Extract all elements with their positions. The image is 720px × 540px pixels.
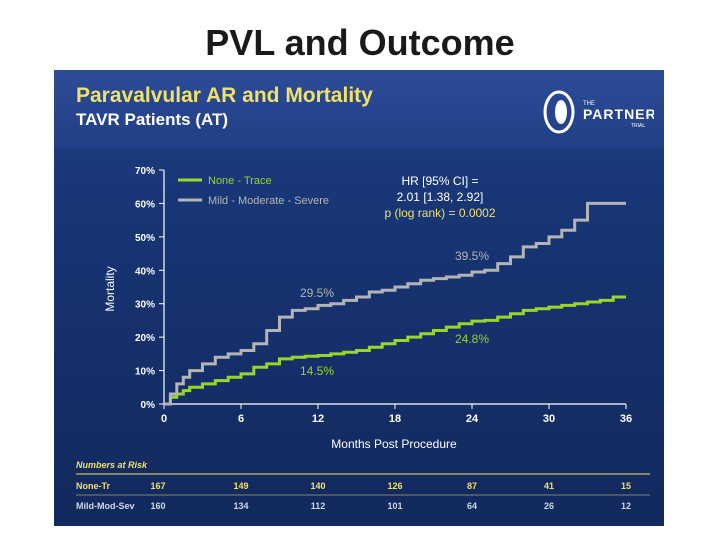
- logo-trial: TRIAL: [631, 123, 645, 129]
- x-tick-label: 12: [312, 413, 324, 425]
- risk-cell: 167: [150, 481, 165, 491]
- risk-cell: 149: [233, 481, 248, 491]
- x-tick-label: 0: [161, 413, 167, 425]
- risk-heading: Numbers at Risk: [76, 460, 148, 470]
- p-value: p (log rank) = 0.0002: [384, 206, 495, 220]
- series-line-mild-mod-sev: [164, 201, 626, 406]
- hr-value: 2.01 [1.38, 2.92]: [397, 190, 484, 204]
- x-tick-label: 36: [620, 413, 632, 425]
- x-axis-label: Months Post Procedure: [331, 437, 457, 451]
- y-tick-label: 30%: [135, 300, 155, 311]
- chart-panel: Paravalvular AR and Mortality TAVR Patie…: [54, 70, 664, 526]
- y-tick-label: 20%: [135, 333, 155, 344]
- green-24mo-label: 24.8%: [455, 332, 489, 346]
- risk-row-label: None-Tr: [76, 481, 110, 491]
- y-axis-label: Mortality: [103, 266, 117, 311]
- numbers-at-risk-table: Numbers at Risk None-Tr 167 149 140 126 87 41 1…: [76, 460, 650, 511]
- logo-name: PARTNER: [583, 106, 654, 122]
- partner-trial-logo: THE PARTNER TRIAL: [543, 90, 654, 134]
- risk-cell: 64: [467, 501, 477, 511]
- risk-cell: 140: [310, 481, 325, 491]
- y-tick-label: 0%: [141, 400, 156, 411]
- logo-ring-icon: [543, 90, 575, 134]
- chart-subtitle: TAVR Patients (AT): [76, 110, 229, 129]
- risk-cell: 126: [387, 481, 402, 491]
- y-tick-label: 70%: [135, 166, 155, 177]
- x-tick-label: 6: [238, 413, 244, 425]
- risk-cell: 101: [387, 501, 402, 511]
- x-tick-label: 30: [543, 413, 555, 425]
- slide-title: PVL and Outcome: [205, 22, 515, 63]
- risk-cell: 87: [467, 481, 477, 491]
- gray-24mo-label: 39.5%: [455, 249, 489, 263]
- gray-12mo-label: 29.5%: [300, 286, 334, 300]
- hr-label: HR [95% CI] =: [401, 174, 478, 188]
- chart-title: Paravalvular AR and Mortality: [76, 84, 373, 107]
- x-tick-label: 18: [389, 413, 401, 425]
- y-tick-label: 40%: [135, 266, 155, 277]
- risk-cell: 160: [150, 501, 165, 511]
- risk-row-label: Mild-Mod-Sev: [76, 501, 135, 511]
- risk-cell: 15: [621, 481, 631, 491]
- legend-label-mild-mod-sev: Mild - Moderate - Severe: [208, 195, 329, 207]
- series-line-none-trace: [164, 295, 626, 406]
- risk-cell: 134: [233, 501, 248, 511]
- x-tick-label: 24: [466, 413, 479, 425]
- green-12mo-label: 14.5%: [300, 364, 334, 378]
- y-tick-label: 50%: [135, 233, 155, 244]
- risk-cell: 26: [544, 501, 554, 511]
- y-tick-label: 60%: [135, 199, 155, 210]
- logo-the: THE: [583, 101, 595, 107]
- y-tick-label: 10%: [135, 367, 155, 378]
- logo-figure-icon: [555, 100, 567, 124]
- risk-cell: 112: [311, 501, 326, 511]
- risk-cell: 12: [621, 501, 631, 511]
- risk-cell: 41: [544, 481, 554, 491]
- mortality-chart: 0% 10% 20% 30% 40% 50% 60% 70% 0 6 12 18 24 30 36 Mort…: [103, 166, 632, 451]
- legend-label-none-trace: None - Trace: [208, 175, 272, 187]
